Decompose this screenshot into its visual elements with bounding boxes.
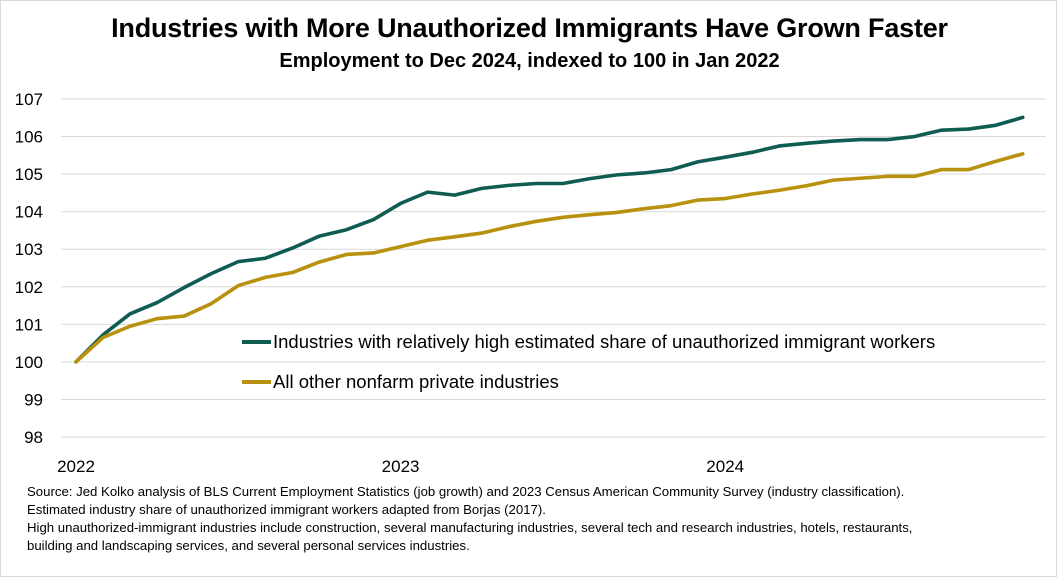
x-tick-label: 2024: [706, 457, 744, 476]
y-tick-label: 104: [15, 203, 43, 222]
x-tick-label: 2022: [57, 457, 95, 476]
source-line: Estimated industry share of unauthorized…: [27, 502, 546, 517]
legend-entry: Industries with relatively high estimate…: [273, 331, 935, 352]
y-tick-label: 106: [15, 128, 43, 147]
series-line: [74, 115, 1025, 364]
y-tick-label: 100: [15, 353, 43, 372]
axes: 98 99 100 101 102 103 104 105 106 107 2022 2023 2024: [15, 90, 744, 476]
legend: Industries with relatively high estimate…: [242, 331, 935, 392]
series-lines: [74, 115, 1025, 364]
chart-title: Industries with More Unauthorized Immigr…: [111, 13, 948, 43]
y-tick-label: 102: [15, 278, 43, 297]
gridlines: [61, 98, 1046, 438]
y-tick-label: 107: [15, 90, 43, 109]
y-tick-label: 98: [24, 428, 43, 447]
source-line: building and landscaping services, and s…: [27, 538, 470, 553]
y-tick-label: 99: [24, 390, 43, 409]
y-tick-label: 101: [15, 315, 43, 334]
source-line: High unauthorized-immigrant industries i…: [27, 520, 913, 535]
series-line: [74, 152, 1025, 364]
source-note: Source: Jed Kolko analysis of BLS Curren…: [27, 483, 1052, 555]
y-tick-label: 105: [15, 165, 43, 184]
y-tick-label: 103: [15, 240, 43, 259]
x-tick-label: 2023: [382, 457, 420, 476]
source-line: Source: Jed Kolko analysis of BLS Curren…: [27, 484, 905, 499]
legend-entry: All other nonfarm private industries: [273, 371, 559, 392]
chart-subtitle: Employment to Dec 2024, indexed to 100 i…: [279, 50, 780, 72]
